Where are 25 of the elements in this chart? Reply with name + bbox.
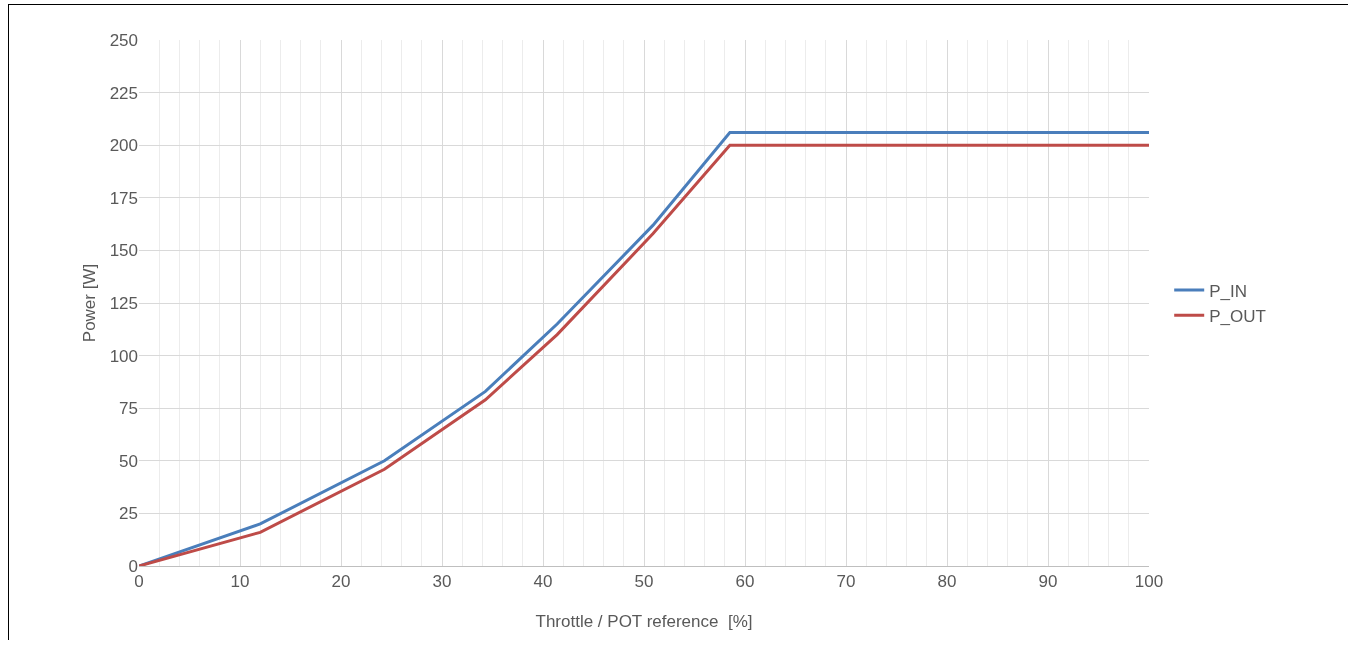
x-tick-label: 70: [836, 572, 856, 592]
y-tick-label: 250: [109, 30, 138, 50]
x-tick-label: 80: [937, 572, 957, 592]
y-tick-label: 50: [119, 451, 138, 471]
x-tick-label: 60: [735, 572, 755, 592]
y-tick-label: 75: [119, 399, 138, 419]
y-tick-label: 150: [109, 241, 138, 261]
y-tick-label: 175: [109, 188, 138, 208]
y-axis-title: Power [W]: [80, 263, 99, 343]
x-tick-label: 50: [634, 572, 654, 592]
x-axis-title: Throttle / POT reference [%]: [535, 612, 753, 631]
y-tick-label: 225: [109, 83, 138, 103]
legend-label: P_OUT: [1209, 306, 1266, 326]
y-tick-label: 25: [119, 504, 138, 524]
y-tick-label: 0: [128, 556, 138, 576]
x-tick-label: 40: [533, 572, 553, 592]
x-tick-label: 30: [432, 572, 452, 592]
legend-label: P_IN: [1209, 281, 1247, 301]
y-tick-label: 125: [109, 293, 138, 313]
x-tick-label: 100: [1134, 572, 1164, 592]
y-tick-label: 100: [109, 346, 138, 366]
y-tick-label: 200: [109, 136, 138, 156]
x-tick-label: 10: [230, 572, 250, 592]
x-tick-label: 90: [1038, 572, 1058, 592]
x-tick-label: 20: [331, 572, 351, 592]
